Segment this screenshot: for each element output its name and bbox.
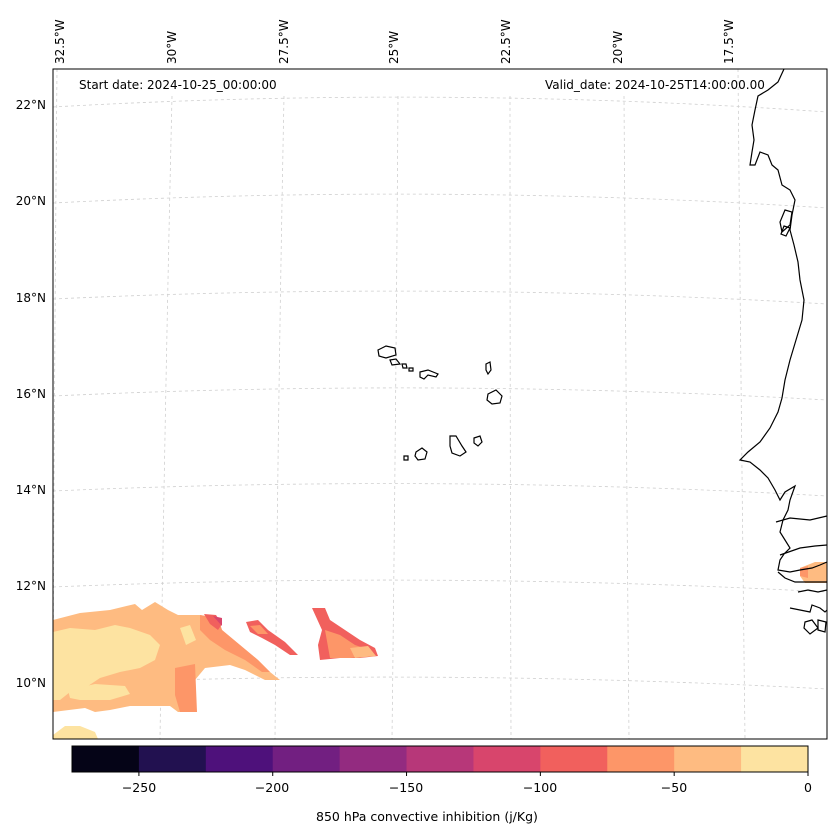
- colorbar-segment: [406, 746, 474, 772]
- colorbar-segment: [607, 746, 675, 772]
- colorbar-segment: [272, 746, 341, 772]
- start-date-text: Start date: 2024-10-25_00:00:00: [79, 78, 277, 92]
- lon-label-25w: 25°W: [387, 30, 401, 64]
- colorbar-segment: [138, 746, 207, 772]
- colorbar-tick-label: −200: [254, 780, 290, 795]
- colorbar-segment: [72, 746, 140, 772]
- lon-label-27-5w: 27.5°W: [277, 19, 291, 64]
- lon-label-32-5w: 32.5°W: [53, 19, 67, 64]
- colorbar-tick-label: 0: [804, 780, 812, 795]
- colorbar-tick-label: −250: [121, 780, 157, 795]
- colorbar-tick-label: −50: [660, 780, 688, 795]
- lon-label-22-5w: 22.5°W: [499, 19, 513, 64]
- map-border: [52, 68, 828, 740]
- lat-label-18n: 18°N: [15, 291, 46, 305]
- coastlines: [377, 68, 828, 635]
- lat-label-20n: 20°N: [15, 194, 46, 208]
- lon-label-20w: 20°W: [611, 30, 625, 64]
- lon-label-17-5w: 17.5°W: [722, 19, 736, 64]
- lat-label-12n: 12°N: [15, 579, 46, 593]
- lat-label-22n: 22°N: [15, 98, 46, 112]
- lat-label-10n: 10°N: [15, 676, 46, 690]
- colorbar-segment: [540, 746, 608, 772]
- colorbar-border: [71, 745, 809, 773]
- colorbar-tick-marks: [138, 772, 809, 776]
- colorbar-segment: [741, 746, 809, 772]
- colorbar-tick-label: −100: [522, 780, 558, 795]
- colorbar: [72, 746, 809, 772]
- lat-label-14n: 14°N: [15, 483, 46, 497]
- colorbar-segment: [205, 746, 274, 772]
- lat-label-16n: 16°N: [15, 387, 46, 401]
- colorbar-segment: [339, 746, 408, 772]
- cin-field-southwest: [53, 602, 378, 739]
- valid-date-text: Valid_date: 2024-10-25T14:00:00.00: [545, 78, 765, 92]
- colorbar-tick-label: −150: [388, 780, 424, 795]
- colorbar-segment: [473, 746, 541, 772]
- colorbar-title: 850 hPa convective inhibition (j/Kg): [316, 809, 538, 824]
- colorbar-segment: [674, 746, 742, 772]
- lon-label-30w: 30°W: [165, 30, 179, 64]
